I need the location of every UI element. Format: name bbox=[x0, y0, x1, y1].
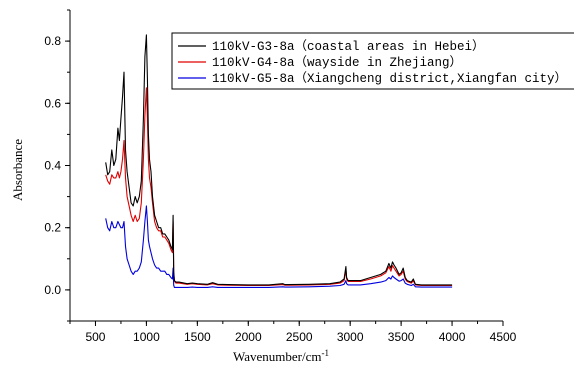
x-tick-label: 2500 bbox=[286, 330, 313, 344]
y-tick-label: 0.0 bbox=[44, 283, 61, 297]
legend: 110kV-G3-8a（coastal areas in Hebei）110kV… bbox=[171, 32, 574, 90]
y-tick-label: 0.8 bbox=[44, 34, 61, 48]
y-axis-title: Absorbance bbox=[10, 139, 25, 201]
series-line-1 bbox=[105, 34, 453, 286]
x-tick-label: 3000 bbox=[337, 330, 364, 344]
legend-label-2: 110kV-G4-8a（wayside in Zhejiang） bbox=[212, 55, 462, 70]
legend-label-3: 110kV-G5-8a（Xiangcheng district,Xiangfan… bbox=[212, 71, 567, 86]
x-axis-title: Wavenumber/cm-1 bbox=[233, 348, 329, 364]
series-line-2 bbox=[105, 87, 453, 287]
x-axis-title-text: Wavenumber/cm bbox=[233, 349, 321, 364]
x-tick-label: 1500 bbox=[184, 330, 211, 344]
series-line-3 bbox=[105, 205, 453, 288]
x-axis-title-superscript: -1 bbox=[321, 348, 329, 358]
x-tick-label: 500 bbox=[85, 330, 105, 344]
x-tick-label: 1000 bbox=[133, 330, 160, 344]
x-tick-label: 4000 bbox=[439, 330, 466, 344]
legend-box bbox=[171, 32, 574, 90]
legend-label-1: 110kV-G3-8a（coastal areas in Hebei） bbox=[212, 39, 485, 54]
y-tick-label: 0.4 bbox=[44, 159, 61, 173]
x-tick-label: 3500 bbox=[388, 330, 415, 344]
x-tick-label: 4500 bbox=[490, 330, 517, 344]
x-tick-label: 2000 bbox=[235, 330, 262, 344]
y-tick-label: 0.6 bbox=[44, 96, 61, 110]
series-layer bbox=[105, 34, 453, 288]
y-tick-label: 0.2 bbox=[44, 221, 61, 235]
axes: 0.0 0.2 0.4 0.6 0.8 500 1000 1500 2000 2500 3000 35… bbox=[44, 9, 517, 344]
